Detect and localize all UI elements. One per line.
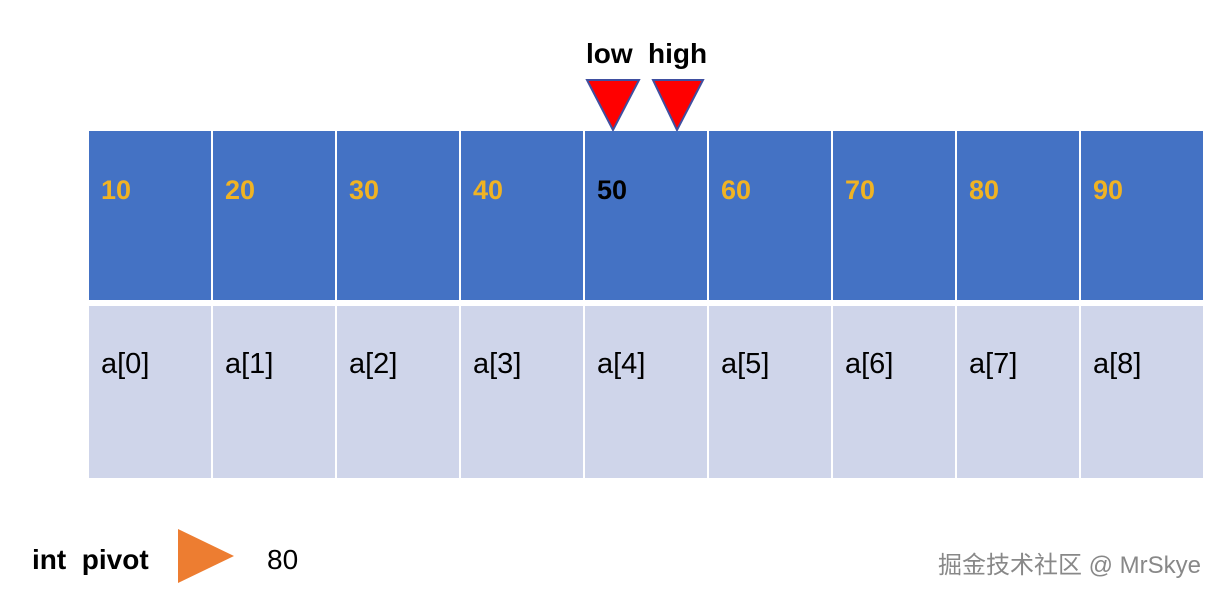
cell-index: a[5] — [721, 348, 770, 380]
high-label: high — [648, 38, 708, 69]
value-cell: 20 — [213, 131, 335, 300]
cell-value: 40 — [473, 175, 504, 205]
indices-row: a[0] a[1] a[2] a[3] a[4] a[5] a[6] a[7] a[8] — [89, 306, 1203, 478]
cell-index: a[4] — [597, 348, 646, 380]
cell-index: a[8] — [1093, 348, 1142, 380]
cell-index: a[2] — [349, 348, 398, 380]
cell-value: 60 — [721, 175, 752, 205]
cell-index: a[6] — [845, 348, 894, 380]
index-cell: a[5] — [709, 306, 831, 478]
low-label: low — [586, 38, 633, 69]
cell-index: a[0] — [101, 348, 150, 380]
array-table: 10 20 30 40 50 60 70 80 90 a[0] a[1] a[2] a[3] a[4] a… — [89, 131, 1203, 478]
cell-index: a[7] — [969, 348, 1018, 380]
watermark: 掘金技术社区 @ MrSkye — [937, 552, 1201, 579]
pivot-value: 80 — [267, 544, 299, 575]
pivot-label: int pivot — [32, 544, 149, 575]
values-row: 10 20 30 40 50 60 70 80 90 — [89, 131, 1203, 300]
index-cell: a[4] — [585, 306, 707, 478]
cell-value: 10 — [101, 175, 132, 205]
index-cell: a[0] — [89, 306, 211, 478]
cell-index: a[3] — [473, 348, 522, 380]
value-cell: 30 — [337, 131, 459, 300]
cell-value: 70 — [845, 175, 876, 205]
value-cell: 50 — [585, 131, 707, 300]
cell-value: 50 — [597, 175, 628, 205]
value-cell: 70 — [833, 131, 955, 300]
value-cell: 90 — [1081, 131, 1203, 300]
cell-value: 20 — [225, 175, 256, 205]
cell-value: 80 — [969, 175, 1000, 205]
value-cell: 10 — [89, 131, 211, 300]
cell-value: 90 — [1093, 175, 1124, 205]
index-cell: a[6] — [833, 306, 955, 478]
index-cell: a[1] — [213, 306, 335, 478]
value-cell: 40 — [461, 131, 583, 300]
cell-index: a[1] — [225, 348, 274, 380]
high-pointer-icon — [651, 79, 705, 132]
index-cell: a[3] — [461, 306, 583, 478]
low-pointer-icon — [585, 79, 641, 132]
value-cell: 60 — [709, 131, 831, 300]
value-cell: 80 — [957, 131, 1079, 300]
cell-value: 30 — [349, 175, 380, 205]
index-cell: a[8] — [1081, 306, 1203, 478]
index-cell: a[2] — [337, 306, 459, 478]
pivot-arrow-icon — [178, 529, 234, 583]
index-cell: a[7] — [957, 306, 1079, 478]
